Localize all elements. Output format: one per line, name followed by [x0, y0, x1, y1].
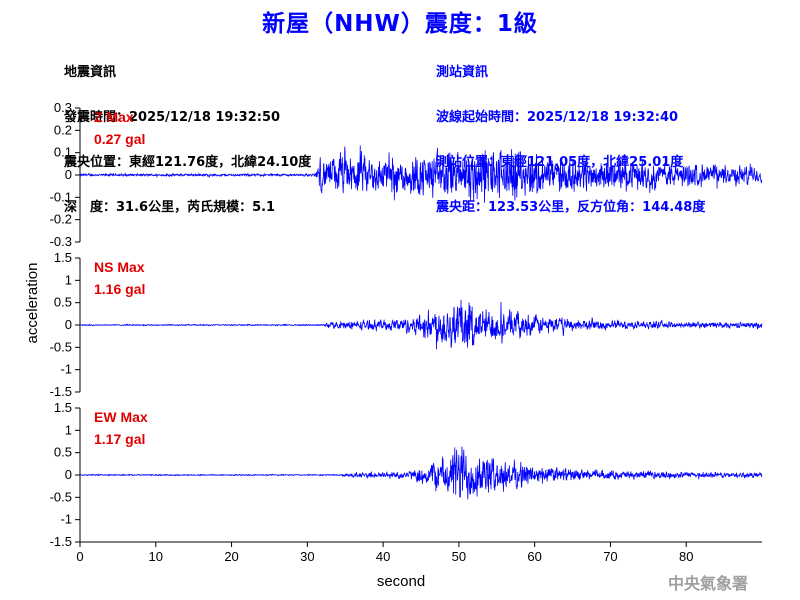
x-axis-label: second — [377, 573, 425, 590]
y-tick-label: 0.5 — [54, 445, 72, 460]
y-tick-label: 0 — [65, 467, 72, 482]
x-tick-label: 30 — [300, 549, 314, 564]
y-tick-label: 1.5 — [54, 250, 72, 265]
x-tick-label: 60 — [527, 549, 541, 564]
x-tick-label: 80 — [679, 549, 693, 564]
y-axis-label: acceleration — [24, 263, 41, 344]
waveform-trace — [79, 446, 763, 500]
y-tick-label: 1.5 — [54, 400, 72, 415]
y-tick-label: -0.3 — [50, 234, 72, 249]
y-tick-label: 0.5 — [54, 295, 72, 310]
y-tick-label: -0.5 — [50, 339, 72, 354]
x-tick-label: 20 — [224, 549, 238, 564]
y-tick-label: 1 — [65, 272, 72, 287]
y-tick-label: 1 — [65, 422, 72, 437]
y-tick-label: 0.1 — [54, 145, 72, 160]
y-tick-label: 0 — [65, 167, 72, 182]
x-tick-label: 0 — [76, 549, 83, 564]
y-tick-label: -1.5 — [50, 534, 72, 549]
panel-0: 0.3 0.2 0.1 0 -0.1 -0.2 -0.3 Z Max 0.27 gal — [50, 100, 763, 249]
y-tick-label: 0.2 — [54, 122, 72, 137]
waveform-trace — [79, 145, 763, 203]
y-tick-label: 0.3 — [54, 100, 72, 115]
x-tick-label: 70 — [603, 549, 617, 564]
panel-1: 1.5 1 0.5 0 -0.5 -1 -1.5 NS Max 1.16 gal — [50, 250, 763, 399]
station-info: 測站資訊 波線起始時間：2025/12/18 19:32:40 測站位置：東經1… — [436, 35, 705, 245]
y-tick-label: -1.5 — [50, 384, 72, 399]
panel-2: 1.5 1 0.5 0 -0.5 -1 -1.5 EW Max 1.17 gal — [50, 400, 763, 549]
earthquake-info-heading: 地震資訊 — [64, 65, 117, 80]
epicenter: 震央位置：東經121.76度，北緯24.10度 — [64, 155, 312, 170]
series-name-label: EW Max — [94, 409, 148, 425]
series-name-label: NS Max — [94, 259, 145, 275]
y-tick-label: -1 — [60, 362, 72, 377]
wave-start-time: 波線起始時間：2025/12/18 19:32:40 — [436, 110, 679, 125]
series-max-label: 0.27 gal — [94, 131, 145, 147]
y-tick-label: -0.2 — [50, 212, 72, 227]
y-tick-label: 0 — [65, 317, 72, 332]
y-tick-label: -1 — [60, 512, 72, 527]
series-max-label: 1.17 gal — [94, 431, 145, 447]
series-name-label: Z Max — [94, 109, 134, 125]
station-info-heading: 測站資訊 — [436, 65, 489, 80]
y-tick-label: -0.5 — [50, 489, 72, 504]
x-tick-label: 10 — [149, 549, 163, 564]
distance-azimuth: 震央距：123.53公里，反方位角：144.48度 — [436, 200, 706, 215]
depth-magnitude: 深 度：31.6公里，芮氏規模：5.1 — [64, 200, 276, 215]
page-title: 新屋（NHW）震度：1級 — [262, 11, 538, 37]
series-max-label: 1.16 gal — [94, 281, 145, 297]
origin-time: 發震時間：2025/12/18 19:32:50 — [64, 110, 281, 125]
waveform-trace — [79, 299, 763, 350]
agency-watermark: 中央氣象署 — [667, 574, 748, 593]
x-tick-label: 50 — [452, 549, 466, 564]
x-tick-label: 40 — [376, 549, 390, 564]
y-tick-label: -0.1 — [50, 189, 72, 204]
earthquake-info: 地震資訊 發震時間：2025/12/18 19:32:50 震央位置：東經121… — [64, 35, 311, 245]
